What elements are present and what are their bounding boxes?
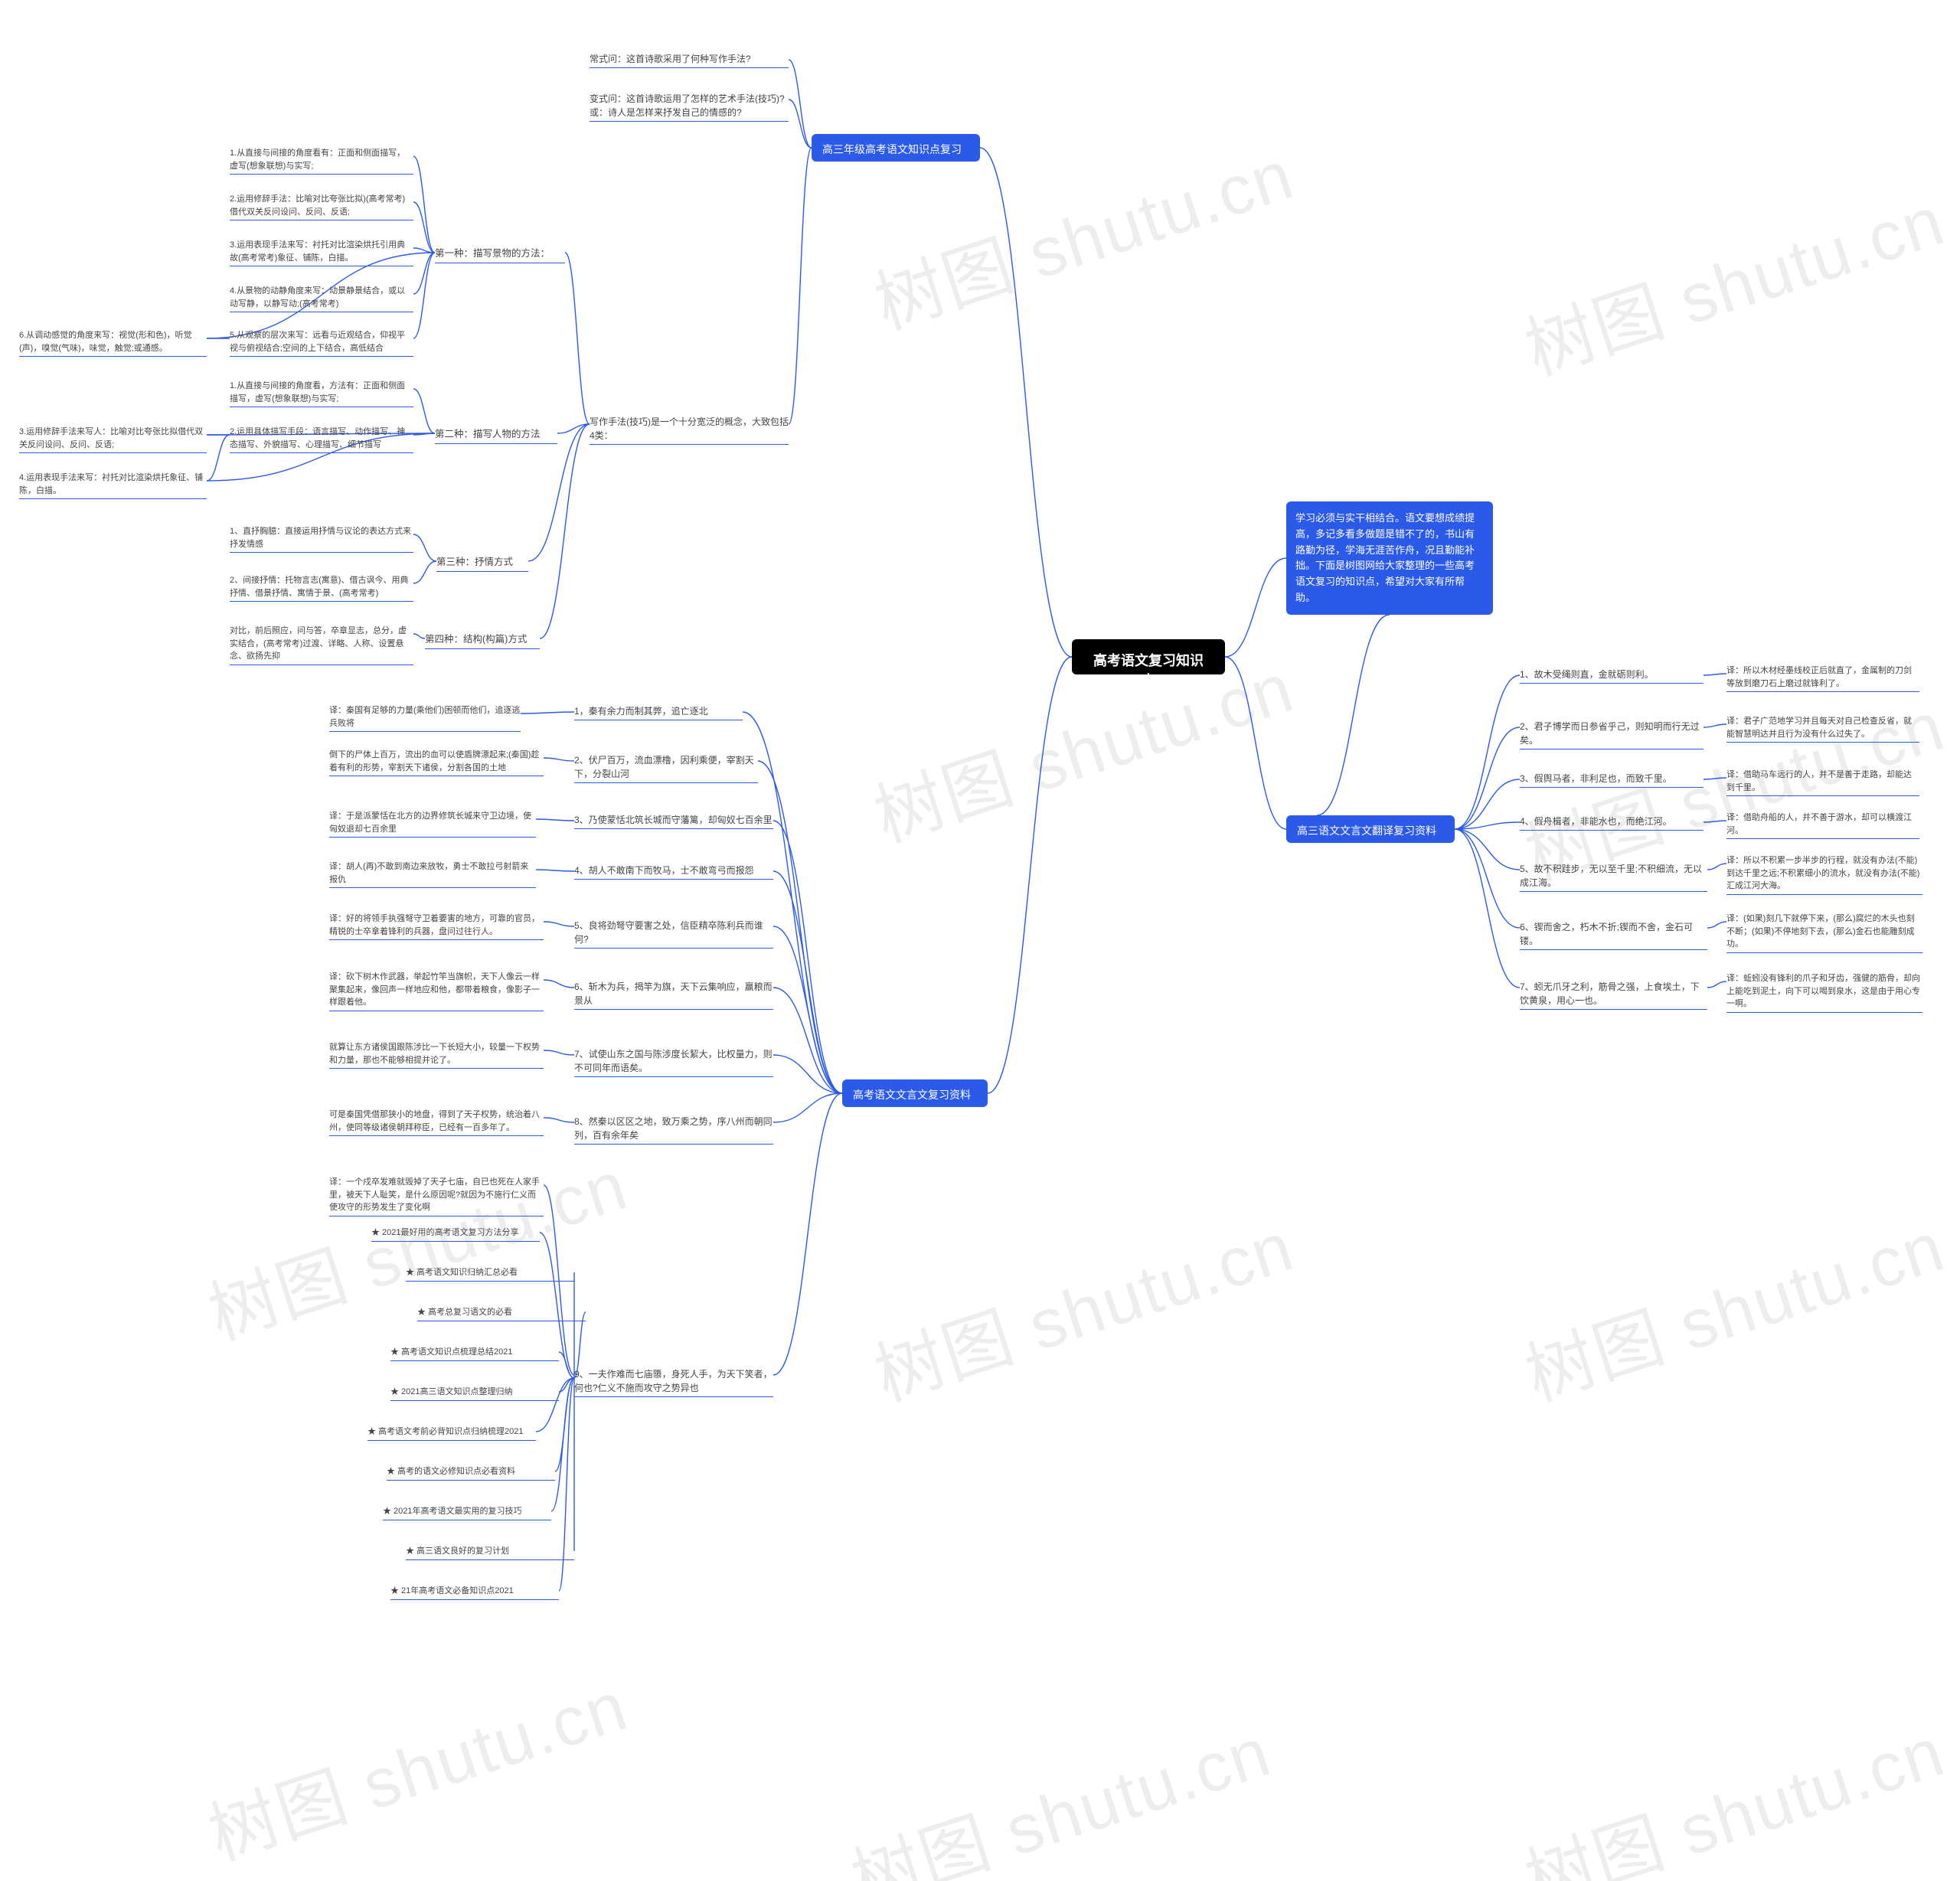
leaf-node: 4、胡人不敢南下而牧马，士不敢弯弓而报怨	[574, 862, 773, 880]
leaf-node: 常式问：这首诗歌采用了何种写作手法?	[590, 51, 789, 68]
leaf-node: 5、良将劲弩守要害之处，信臣精卒陈利兵而谁何?	[574, 917, 773, 949]
leaf-node: 译：一个戍卒发难就毁掉了天子七庙，自已也死在人家手里，被天下人耻笑，是什么原因呢…	[329, 1174, 544, 1216]
leaf-node: 1、故木受绳则直，金就砺则利。	[1520, 666, 1704, 684]
leaf-node: 4.运用表现手法来写：衬托对比渲染烘托象征、铺陈，白描。	[19, 470, 207, 499]
leaf-node: 8、然秦以区区之地，致万乘之势，序八州而朝同列，百有余年矣	[574, 1113, 773, 1145]
leaf-node: 2.运用修辞手法：比喻对比夸张比拟)(高考常考)借代双关反问设问、反问、反语;	[230, 191, 413, 220]
leaf-node: 译：(如果)刻几下就停下来，(那么)腐烂的木头也刻不断；(如果)不停地刻下去，(…	[1726, 911, 1922, 953]
leaf-node: ★ 高考总复习语文的必看	[417, 1305, 586, 1321]
leaf-node: 4、假舟楫者，非能水也，而绝江河。	[1520, 813, 1704, 831]
leaf-node: 7、试使山东之国与陈涉度长絜大，比权量力，则不可同年而语矣。	[574, 1046, 773, 1077]
leaf-node: 3、假舆马者，非利足也，而致千里。	[1520, 770, 1704, 788]
leaf-node: 1.从直接与间接的角度看，方法有：正面和侧面描写，虚写(想象联想)与实写;	[230, 378, 413, 407]
leaf-node: ★ 2021高三语文知识点整理归纳	[390, 1384, 559, 1401]
leaf-node: 2、伏尸百万，流血漂橹，因利乘便，宰割天下，分裂山河	[574, 752, 758, 783]
leaf-node: 第二种：描写人物的方法	[435, 426, 557, 444]
leaf-node: 第四种：结构(构篇)方式	[425, 631, 540, 649]
leaf-node: 4.从景物的动静角度来写：动景静景结合，或以动写静，以静写动;(高考常考)	[230, 283, 413, 312]
leaf-node: 1，秦有余力而制其弊，追亡逐北	[574, 703, 743, 720]
leaf-node: 1、直抒胸臆：直接运用抒情与议论的表达方式来抒发情感	[230, 524, 413, 553]
leaf-node: 译：借助舟船的人，并不善于游水，却可以横渡江河。	[1726, 810, 1919, 839]
leaf-node: 3.运用修辞手法来写人：比喻对比夸张比拟借代双关反问设问、反问、反语;	[19, 424, 207, 453]
section-s2: 高考语文文言文复习资料	[842, 1079, 988, 1107]
leaf-node: ★ 高考语文知识归纳汇总必看	[406, 1265, 574, 1282]
leaf-node: 2.运用具体描写手段：语言描写、动作描写、神态描写、外貌描写、心理描写、细节描写	[230, 424, 413, 453]
s3-label: 高三语文文言文翻译复习资料	[1297, 825, 1436, 837]
leaf-node: ★ 高考语文考前必背知识点归纳梳理2021	[368, 1424, 536, 1441]
leaf-node: ★ 2021最好用的高考语文复习方法分享	[371, 1225, 540, 1242]
leaf-node: 可是秦国凭借那狭小的地盘，得到了天子权势，统治着八州，使同等级诸侯朝拜称臣，已经…	[329, 1107, 544, 1136]
leaf-node: 译：所以木材经墨线校正后就直了，金属制的刀剑等放到磨刀石上磨过就锋利了。	[1726, 663, 1919, 692]
leaf-node: 3、乃使蒙恬北筑长城而守藩篱，却匈奴七百余里	[574, 812, 773, 829]
leaf-node: 1.从直接与间接的角度看有：正面和侧面描写，虚写(想象联想)与实写;	[230, 145, 413, 175]
leaf-node: 9、一夫作难而七庙隳，身死人手，为天下笑者，何也?仁义不施而攻守之势异也	[574, 1366, 773, 1397]
leaf-node: 译：胡人(再)不敢到南边来放牧，勇士不敢拉弓射箭来报仇	[329, 859, 536, 888]
leaf-node: 译：所以不积累一步半步的行程，就没有办法(不能)到达千里之远;不积累细小的流水，…	[1726, 853, 1922, 895]
s2-label: 高考语文文言文复习资料	[853, 1089, 971, 1101]
leaf-node: 3.运用表现手法来写：衬托对比渲染烘托引用典故(高考常考)象征、铺陈，白描。	[230, 237, 413, 266]
leaf-node: 倒下的尸体上百万，流出的血可以使盾牌漂起来;(秦国)趁着有利的形势，宰割天下诸侯…	[329, 747, 544, 776]
mindmap-root: 高考语文复习知识点	[1072, 639, 1225, 674]
section-s3: 高三语文文言文翻译复习资料	[1286, 815, 1455, 843]
leaf-node: 译：砍下树木作武器，举起竹竿当旗帜，天下人像云一样聚集起来，像回声一样地应和他，…	[329, 969, 544, 1011]
leaf-node: 5.从观察的层次来写：远看与近观结合，仰视平视与俯视结合;空间的上下结合，高低结…	[230, 328, 413, 357]
leaf-node: 7、蚓无爪牙之利，筋骨之强，上食埃土，下饮黄泉，用心一也。	[1520, 978, 1707, 1010]
leaf-node: 译：蚯蚓没有锋利的爪子和牙齿，强健的筋骨，却向上能吃到泥土，向下可以喝到泉水，这…	[1726, 971, 1922, 1013]
leaf-node: 6.从调动感觉的角度来写：视觉(形和色)，听觉(声)，嗅觉(气味)，味觉，触觉;…	[19, 328, 207, 357]
leaf-node: ★ 高考语文知识点梳理总结2021	[390, 1344, 559, 1361]
leaf-node: 第一种：描写景物的方法：	[435, 245, 565, 263]
leaf-node: ★ 21年高考语文必备知识点2021	[390, 1583, 559, 1600]
s1-label: 高三年级高考语文知识点复习	[822, 143, 962, 155]
leaf-node: 2、君子博学而日参省乎己，则知明而行无过矣。	[1520, 718, 1704, 749]
leaf-node: 对比，前后照应，问与答，卒章显志，总分，虚实结合，(高考常考)过渡、详略、人称、…	[230, 623, 413, 665]
intro-block: 学习必须与实干相结合。语文要想成绩提高，多记多看多做题是错不了的，书山有路勤为径…	[1286, 501, 1493, 615]
leaf-node: 写作手法(技巧)是一个十分宽泛的概念，大致包括4类：	[590, 413, 789, 445]
leaf-node: ★ 2021年高考语文最实用的复习技巧	[383, 1504, 551, 1520]
leaf-node: 2、间接抒情：托物言志(寓意)、借古讽今、用典抒情、借景抒情、寓情于景、(高考常…	[230, 573, 413, 602]
leaf-node: 第三种：抒情方式	[436, 554, 528, 572]
leaf-node: 译：于是派蒙恬在北方的边界修筑长城来守卫边境，使匈奴退却七百余里	[329, 808, 536, 838]
leaf-node: 译：好的将领手执强弩守卫着要害的地方，可靠的官员，精锐的士卒拿着锋利的兵器，盘问…	[329, 911, 544, 940]
leaf-node: 就算让东方诸侯国跟陈涉比一下长短大小，较量一下权势和力量，那也不能够相提并论了。	[329, 1040, 544, 1069]
leaf-node: 6、锲而舍之，朽木不折;锲而不舍，金石可镂。	[1520, 919, 1707, 950]
leaf-node: 6、斩木为兵，揭竿为旗，天下云集响应，赢粮而景从	[574, 978, 773, 1010]
leaf-node: 变式问：这首诗歌运用了怎样的艺术手法(技巧)?或：诗人是怎样来抒发自己的情感的?	[590, 90, 789, 122]
leaf-node: 5、故不积跬步，无以至千里;不积细流，无以成江海。	[1520, 860, 1707, 892]
leaf-node: 译：秦国有足够的力量(乘他们)困顿而他们，追逐逃兵败将	[329, 703, 521, 732]
leaf-node: 译：君子广范地学习并且每天对自己检查反省，就能智慧明达并且行为没有什么过失了。	[1726, 714, 1919, 743]
leaf-node: ★ 高考的语文必修知识点必看资料	[387, 1464, 555, 1481]
leaf-node: 译：借助马车远行的人，并不是善于走路，却能达到千里。	[1726, 767, 1919, 796]
section-s1: 高三年级高考语文知识点复习	[812, 134, 980, 162]
leaf-node: ★ 高三语文良好的复习计划	[406, 1543, 574, 1560]
intro-text: 学习必须与实干相结合。语文要想成绩提高，多记多看多做题是错不了的，书山有路勤为径…	[1295, 512, 1475, 603]
